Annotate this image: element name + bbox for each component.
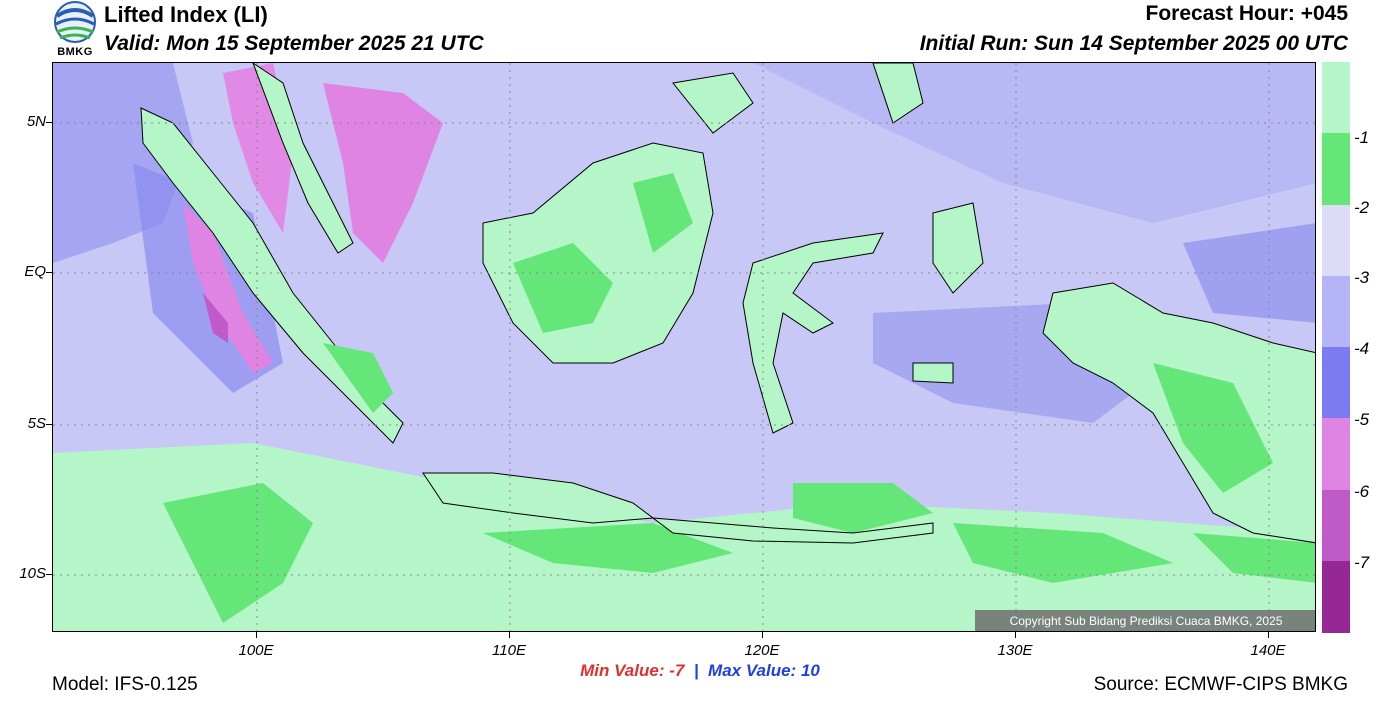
lat-label: EQ [24,263,46,280]
lon-label: 110E [492,642,526,659]
lat-tick [46,272,52,273]
lat-tick [46,574,52,575]
colorbar-segment [1322,560,1350,633]
colorbar-label: -2 [1354,198,1370,217]
lat-label: 10S [19,565,46,582]
colorbar-segment [1322,275,1350,348]
min-max-values: Min Value: -7 | Max Value: 10 [0,661,1400,681]
lon-tick [509,632,510,638]
colorbar-label: -4 [1354,339,1370,358]
min-value-text: Min Value: -7 [580,661,684,680]
lat-tick [46,122,52,123]
lat-tick [46,424,52,425]
colorbar-label: -5 [1354,410,1370,429]
lon-tick [1268,632,1269,638]
model-info: Model: IFS-0.125 [52,674,198,695]
colorbar-segment [1322,133,1350,205]
separator: | [693,661,699,680]
lifted-index-map: Copyright Sub Bidang Prediksi Cuaca BMKG… [52,62,1316,632]
colorbar-label: -3 [1354,268,1370,287]
copyright-notice: Copyright Sub Bidang Prediksi Cuaca BMKG… [975,610,1315,631]
lon-tick [1015,632,1016,638]
max-value-text: Max Value: 10 [708,661,820,680]
min-value: -7 [669,661,685,680]
max-label: Max Value: [708,661,797,680]
colorbar-label: -7 [1354,553,1370,572]
map-canvas [53,63,1315,631]
logo-text: BMKG [57,46,93,58]
colorbar-label: -1 [1354,128,1370,147]
lon-label: 140E [1250,642,1286,659]
colorbar [1322,62,1350,633]
colorbar-segment [1322,489,1350,562]
source-info: Source: ECMWF-CIPS BMKG [1093,674,1348,695]
initial-run: Initial Run: Sun 14 September 2025 00 UT… [919,32,1348,55]
max-value: 10 [800,661,820,680]
forecast-hour: Forecast Hour: +045 [1145,2,1349,25]
lat-label: 5S [27,415,46,432]
lon-label: 120E [744,642,780,659]
colorbar-segment [1322,204,1350,277]
lat-label: 5N [26,113,46,130]
colorbar-segment [1322,62,1350,134]
colorbar-segment [1322,347,1350,419]
lon-tick [762,632,763,638]
colorbar-label: -6 [1354,482,1370,501]
bmkg-logo-icon [54,1,96,43]
lon-tick [256,632,257,638]
colorbar-segment [1322,418,1350,490]
lon-label: 130E [997,642,1033,659]
lon-label: 100E [238,642,274,659]
min-label: Min Value: [580,661,665,680]
valid-time: Valid: Mon 15 September 2025 21 UTC [104,32,484,55]
map-title: Lifted Index (LI) [104,2,268,27]
